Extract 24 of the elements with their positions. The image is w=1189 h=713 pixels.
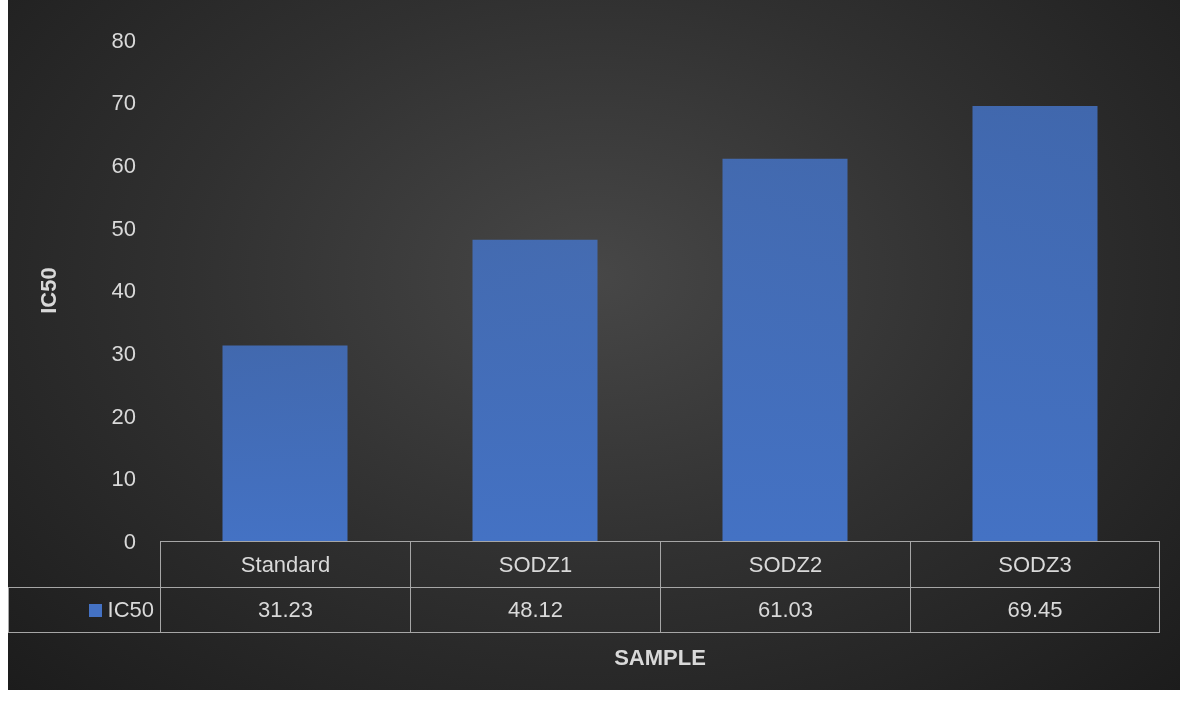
data-label: 69.45 [910,587,1160,633]
y-tick-label: 80 [111,27,136,53]
bar [472,239,598,541]
y-tick-label: 70 [111,90,136,116]
data-label: 48.12 [410,587,660,633]
y-tick-label: 30 [111,340,136,366]
data-label: 31.23 [160,587,410,633]
y-axis-title: IC50 [35,267,61,314]
data-label: 61.03 [660,587,910,633]
x-axis-title: SAMPLE [613,645,707,671]
y-tick-label: 60 [111,153,136,179]
y-tick-label: 20 [111,403,136,429]
y-tick-label: 0 [123,528,136,554]
bar [222,345,348,541]
x-tick-label: SODZ3 [910,541,1160,587]
bar [972,106,1098,541]
x-tick-label: SODZ2 [660,541,910,587]
x-tick-label: SODZ1 [410,541,660,587]
y-tick-label: 10 [111,466,136,492]
y-tick-label: 40 [111,278,136,304]
y-tick-label: 50 [111,215,136,241]
x-tick-label: Standard [160,541,410,587]
legend-label: IC50 [107,597,154,623]
bar [722,158,848,541]
